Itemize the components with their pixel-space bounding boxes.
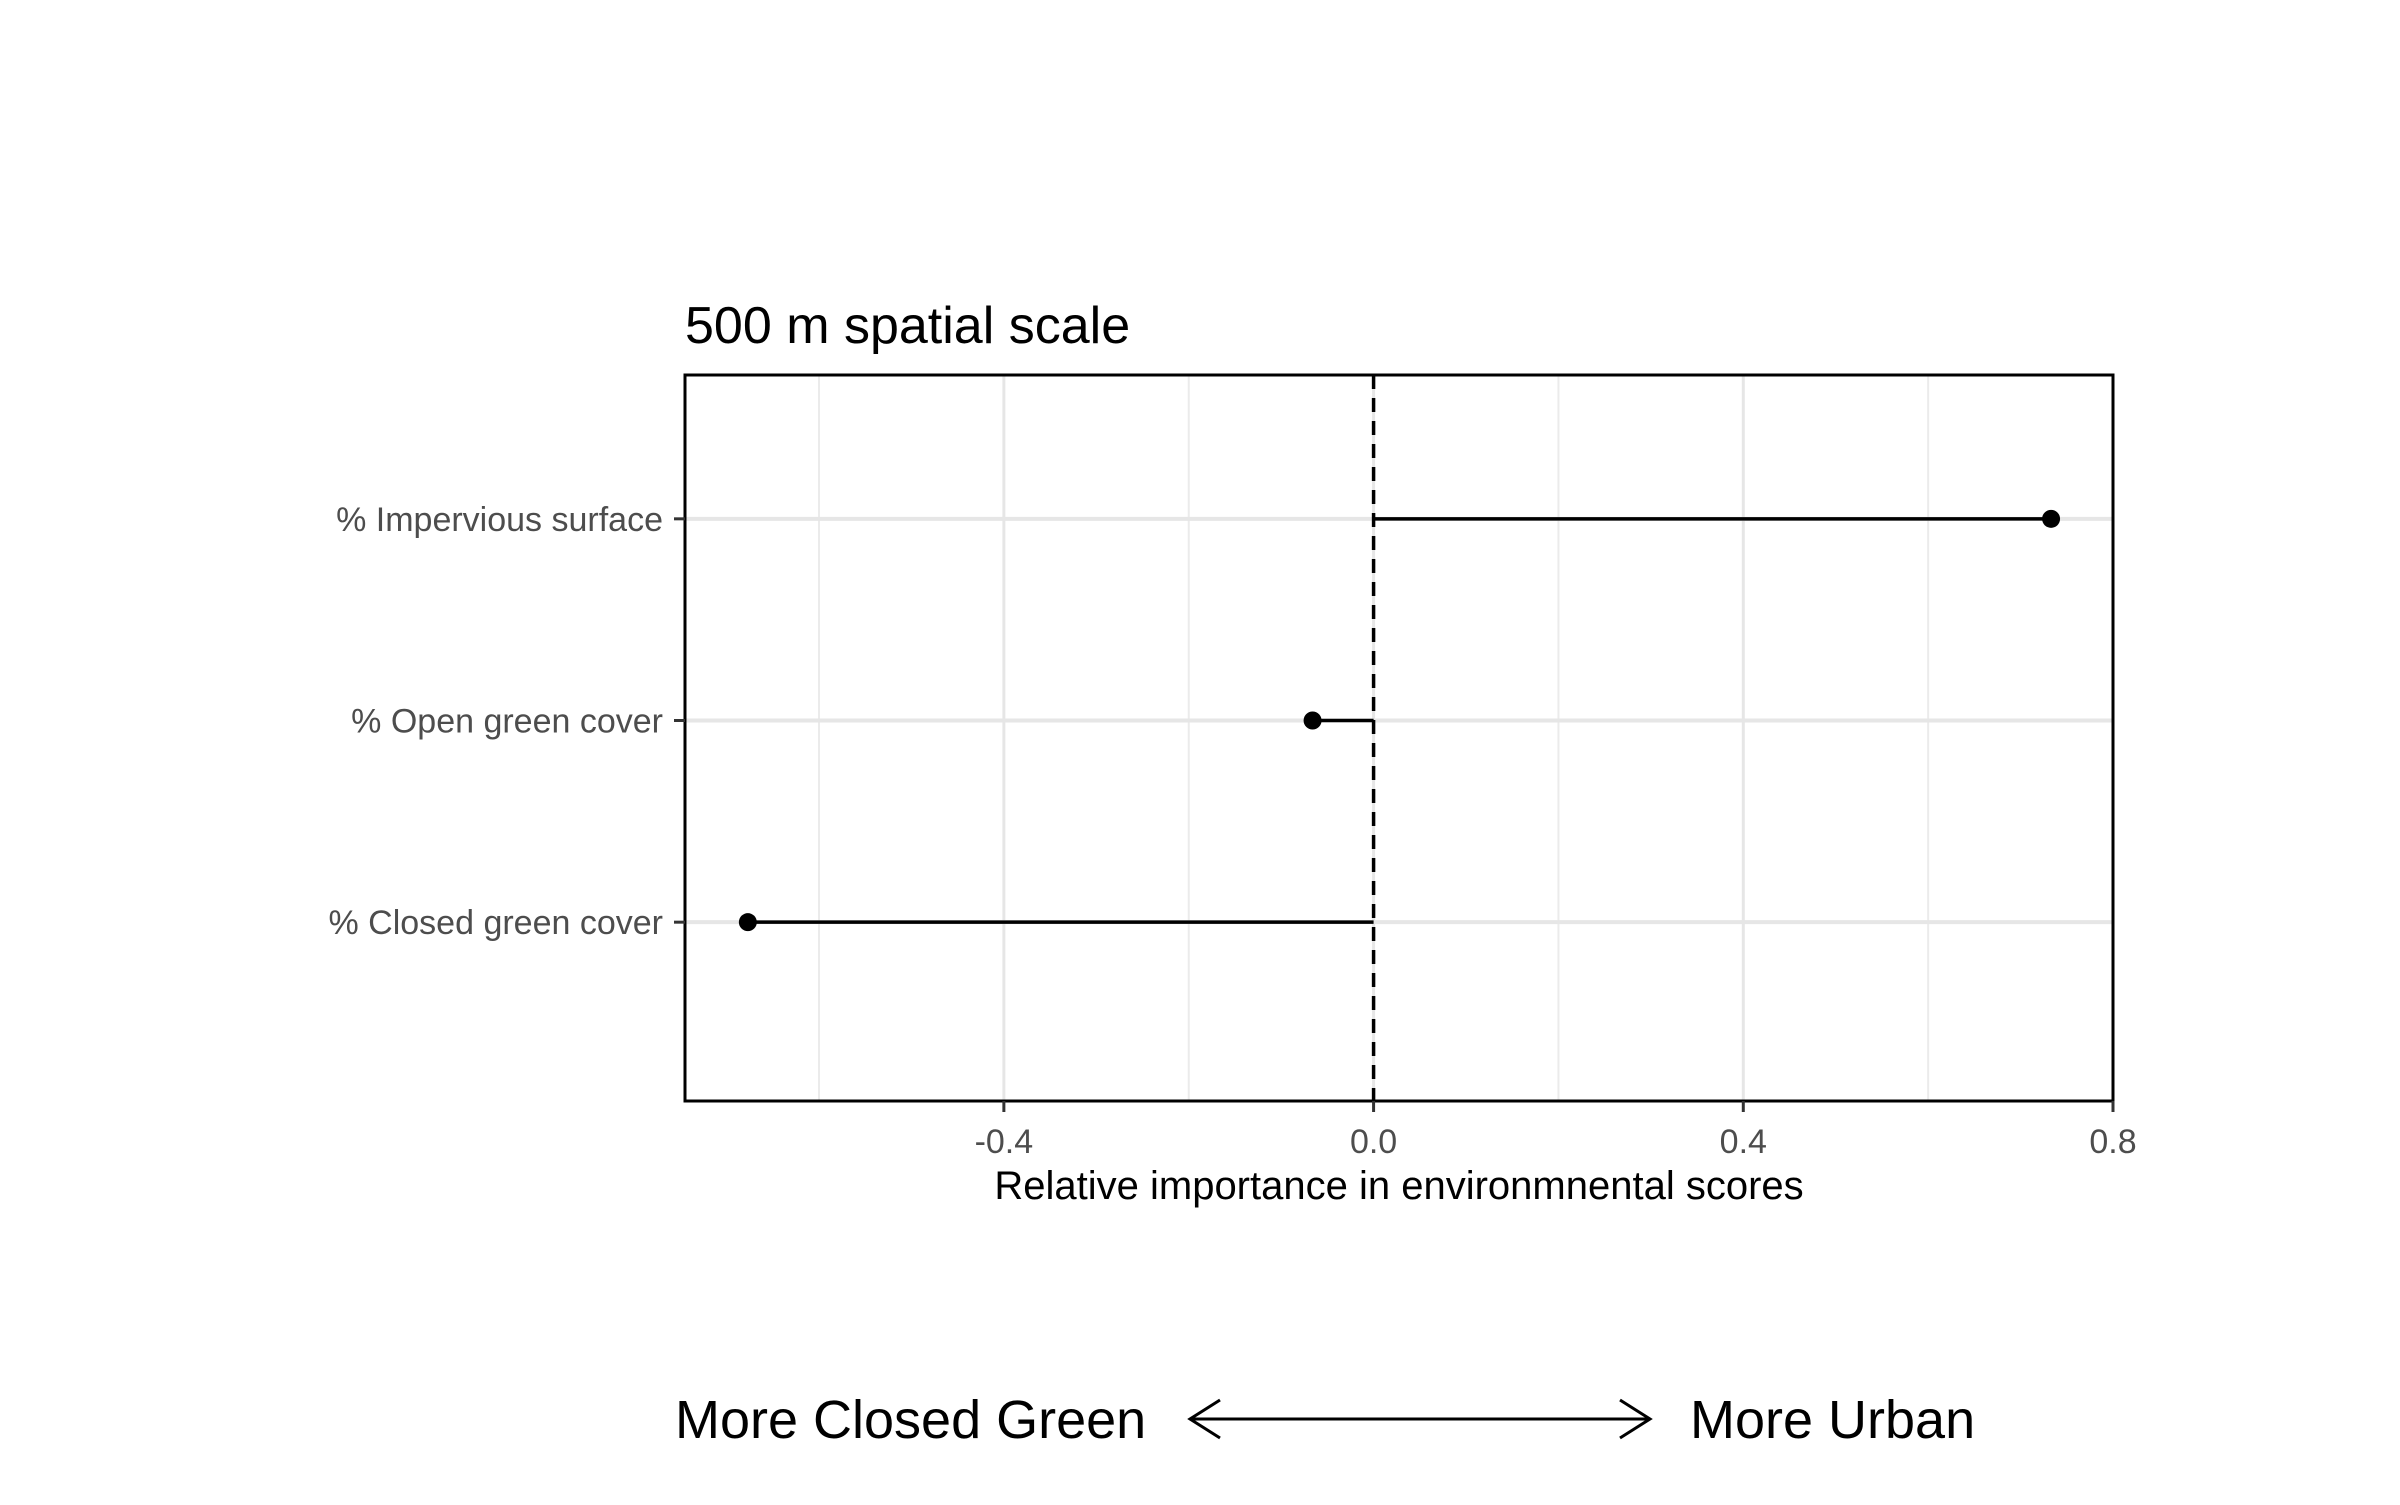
- y-tick-label-1: % Open green cover: [351, 703, 663, 741]
- x-axis-ticks: -0.4 0.0 0.4 0.8: [975, 1101, 2137, 1161]
- x-axis-title: Relative importance in environmnental sc…: [994, 1164, 1803, 1208]
- major-gridlines: [685, 375, 2115, 1101]
- footer-right-label: More Urban: [1690, 1390, 1975, 1450]
- arrow-head-right: [1619, 1398, 1653, 1440]
- panel-border: [683, 373, 2115, 1103]
- y-tick-label-2: % Closed green cover: [328, 904, 663, 942]
- lollipop-point-2: [738, 913, 757, 932]
- x-tick-label-3: 0.8: [2089, 1123, 2136, 1161]
- chart-title: 500 m spatial scale: [685, 297, 1130, 355]
- y-axis-ticks: % Impervious surface % Open green cover % …: [328, 501, 685, 942]
- chart-marks: [738, 509, 2061, 932]
- direction-footer: More Closed Green More Urban: [675, 1390, 1975, 1450]
- footer-left-label: More Closed Green: [675, 1390, 1146, 1450]
- lollipop-point-1: [1303, 711, 1322, 730]
- y-tick-label-0: % Impervious surface: [336, 501, 663, 539]
- minor-gridlines: [818, 375, 1930, 1101]
- lollipop-point-0: [2042, 509, 2061, 528]
- x-tick-label-1: 0.0: [1350, 1123, 1397, 1161]
- double-headed-arrow-icon: [1187, 1398, 1653, 1440]
- arrow-head-left: [1187, 1398, 1221, 1440]
- x-tick-label-2: 0.4: [1720, 1123, 1767, 1161]
- x-tick-label-0: -0.4: [975, 1123, 1034, 1161]
